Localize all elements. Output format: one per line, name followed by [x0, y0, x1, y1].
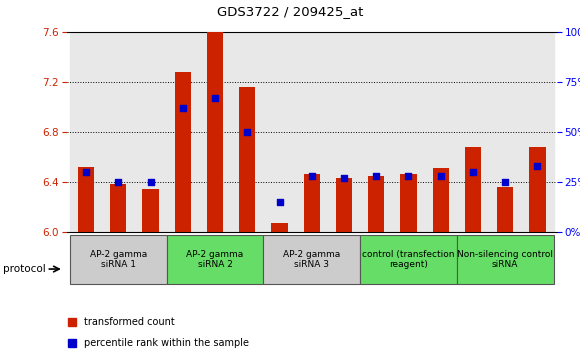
Bar [207, 30, 223, 232]
Point [533, 163, 542, 169]
Bar [263, 32, 296, 232]
Bar [489, 32, 521, 232]
Text: AP-2 gamma
siRNA 2: AP-2 gamma siRNA 2 [186, 250, 244, 269]
Text: control (transfection
reagent): control (transfection reagent) [362, 250, 455, 269]
Bar [360, 32, 392, 232]
Bar [263, 235, 360, 284]
Bar [360, 235, 457, 284]
Bar [336, 178, 352, 232]
Bar [135, 32, 166, 232]
Text: AP-2 gamma
siRNA 1: AP-2 gamma siRNA 1 [90, 250, 147, 269]
Bar [166, 235, 263, 284]
Bar [465, 147, 481, 232]
Bar [328, 32, 360, 232]
Bar [78, 167, 94, 232]
Text: AP-2 gamma
siRNA 3: AP-2 gamma siRNA 3 [283, 250, 340, 269]
Bar [304, 175, 320, 232]
Text: Non-silencing control
siRNA: Non-silencing control siRNA [457, 250, 553, 269]
Point [404, 173, 413, 179]
Bar [199, 32, 231, 232]
Bar [392, 32, 425, 232]
Point [114, 179, 123, 185]
Bar [102, 32, 135, 232]
Bar [70, 32, 102, 232]
Bar [521, 32, 553, 232]
Bar [433, 168, 449, 232]
Bar [166, 32, 199, 232]
Point [307, 173, 317, 179]
Point [242, 129, 252, 135]
Point [211, 95, 220, 101]
Text: percentile rank within the sample: percentile rank within the sample [84, 338, 249, 348]
Bar [271, 223, 288, 232]
Point [501, 179, 510, 185]
Bar [530, 147, 546, 232]
Point [178, 105, 187, 111]
Text: GDS3722 / 209425_at: GDS3722 / 209425_at [217, 5, 363, 18]
Bar [239, 87, 255, 232]
Point [436, 173, 445, 179]
Bar [175, 72, 191, 232]
Point [468, 169, 477, 175]
Bar [143, 189, 158, 232]
Bar [368, 176, 385, 232]
Point [275, 199, 284, 205]
Point [146, 179, 155, 185]
Point [339, 175, 349, 181]
Bar [457, 32, 489, 232]
Text: transformed count: transformed count [84, 316, 175, 327]
Bar [231, 32, 263, 232]
Bar [110, 184, 126, 232]
Bar [400, 175, 416, 232]
Bar [296, 32, 328, 232]
Bar [425, 32, 457, 232]
Point [372, 173, 381, 179]
Bar [457, 235, 553, 284]
Text: protocol: protocol [3, 264, 46, 274]
Bar [70, 235, 166, 284]
Bar [497, 187, 513, 232]
Point [81, 169, 90, 175]
